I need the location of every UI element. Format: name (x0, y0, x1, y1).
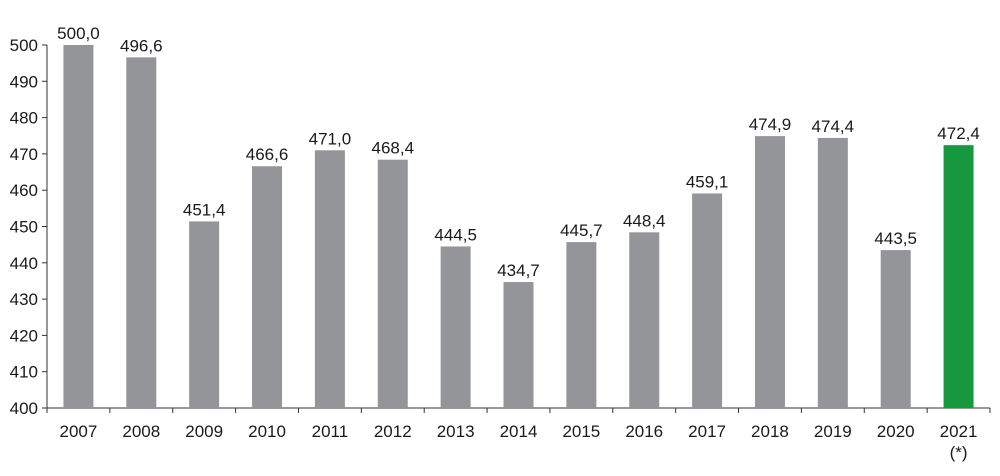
x-tick-note-2021: (*) (950, 443, 968, 462)
x-tick-label-2008: 2008 (122, 422, 160, 441)
bar-2011 (314, 150, 345, 408)
value-label-2020: 443,5 (874, 229, 917, 248)
bar-2020 (880, 250, 911, 408)
x-tick-label-2021: 2021 (940, 422, 978, 441)
y-tick-label-400: 400 (10, 399, 38, 418)
y-tick-label-450: 450 (10, 218, 38, 237)
x-tick-label-2010: 2010 (248, 422, 286, 441)
x-tick-label-2015: 2015 (562, 422, 600, 441)
bar-2021 (943, 145, 974, 409)
bar-2016 (629, 232, 660, 408)
y-tick-label-410: 410 (10, 363, 38, 382)
y-tick-label-490: 490 (10, 72, 38, 91)
bar-2014 (503, 282, 534, 408)
x-tick-label-2019: 2019 (814, 422, 852, 441)
bar-2019 (817, 137, 848, 409)
bar-2013 (440, 246, 471, 408)
x-tick-label-2007: 2007 (60, 422, 98, 441)
y-axis: 400 410 420 430 440 450 460 470 480 490 500 (10, 36, 48, 418)
bar-2007 (63, 45, 94, 408)
y-tick-label-420: 420 (10, 326, 38, 345)
y-tick-label-430: 430 (10, 290, 38, 309)
x-tick-label-2014: 2014 (500, 422, 538, 441)
value-label-2021: 472,4 (937, 124, 980, 143)
value-label-2009: 451,4 (183, 200, 226, 219)
value-label-2015: 445,7 (560, 221, 603, 240)
value-label-2016: 448,4 (623, 211, 666, 230)
x-tick-label-2018: 2018 (751, 422, 789, 441)
bar-2018 (754, 136, 785, 408)
value-labels: 500,0 496,6 451,4 466,6 471,0 468,4 444,5 434,7… (57, 24, 980, 280)
value-label-2013: 444,5 (434, 225, 477, 244)
y-tick-label-440: 440 (10, 254, 38, 273)
value-label-2018: 474,9 (749, 115, 792, 134)
y-tick-label-470: 470 (10, 145, 38, 164)
bars (63, 45, 974, 409)
bar-2010 (252, 166, 283, 408)
value-label-2007: 500,0 (57, 24, 100, 43)
value-label-2012: 468,4 (371, 139, 414, 158)
value-label-2011: 471,0 (309, 129, 352, 148)
value-label-2017: 459,1 (686, 172, 729, 191)
y-tick-label-500: 500 (10, 36, 38, 55)
x-tick-label-2013: 2013 (437, 422, 475, 441)
y-tick-label-460: 460 (10, 181, 38, 200)
bar-2009 (189, 221, 220, 408)
value-label-2008: 496,6 (120, 36, 163, 55)
value-label-2010: 466,6 (246, 145, 289, 164)
bar-2008 (126, 57, 157, 408)
y-tick-label-480: 480 (10, 109, 38, 128)
x-tick-label-2011: 2011 (312, 422, 349, 441)
value-label-2014: 434,7 (497, 261, 540, 280)
bar-2012 (377, 159, 408, 408)
value-label-2019: 474,4 (812, 117, 855, 136)
x-tick-label-2016: 2016 (625, 422, 663, 441)
x-tick-label-2009: 2009 (185, 422, 223, 441)
x-tick-label-2020: 2020 (877, 422, 915, 441)
x-axis: 2007 2008 2009 2010 2011 2012 2013 2014 2015 2016… (46, 407, 991, 462)
bar-2015 (566, 242, 597, 408)
bar-2017 (692, 193, 723, 408)
x-tick-label-2012: 2012 (374, 422, 412, 441)
x-tick-label-2017: 2017 (688, 422, 726, 441)
